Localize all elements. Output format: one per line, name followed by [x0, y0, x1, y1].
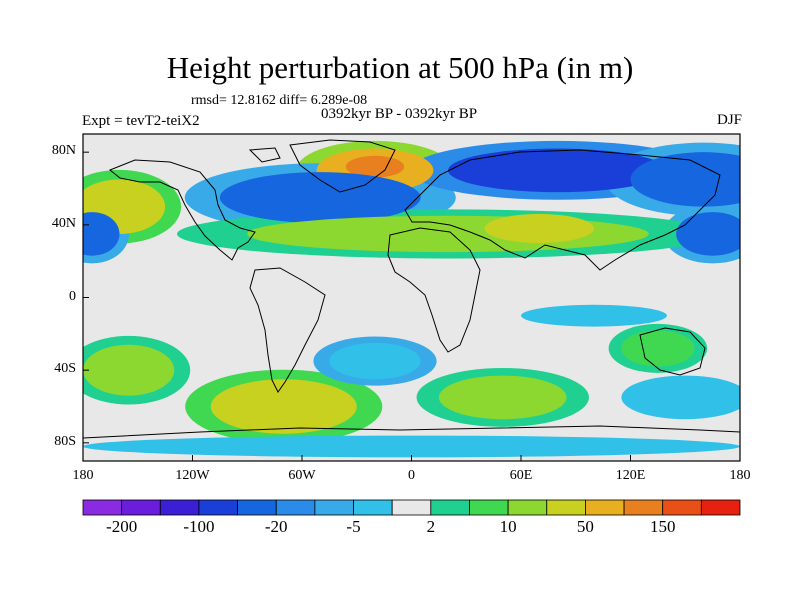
anomaly-fill-layer [83, 140, 740, 458]
colorbar-tick-label: 150 [649, 517, 676, 536]
stats-label: rmsd= 12.8162 diff= 6.289e-08 [191, 93, 368, 108]
coastline-australia [639, 327, 706, 376]
colorbar-tick-label: -5 [346, 517, 361, 536]
colorbar-tick-label: 10 [499, 517, 517, 536]
colorbar-swatch [662, 499, 702, 516]
anomaly-region-north-pacific-low [630, 152, 740, 207]
anomaly-region-south-america-high [210, 379, 357, 434]
season-label: DJF [716, 112, 742, 128]
colorbar-swatch [237, 499, 277, 516]
colorbar-swatch [585, 499, 625, 516]
colorbar-swatch [507, 499, 548, 516]
coastline-africa [387, 227, 481, 353]
colorbar-swatch [275, 499, 316, 516]
anomaly-region-pacific-low-east [676, 212, 740, 256]
lon-tick-label: 120W [175, 468, 210, 483]
colorbar-swatch [198, 499, 238, 516]
axis-ticks [82, 151, 741, 461]
plot-title: Height perturbation at 500 hPa (in m) [166, 50, 634, 85]
colorbar-swatch [159, 499, 200, 516]
colorbar [82, 499, 741, 516]
lon-tick-label: 60E [509, 468, 533, 483]
lon-tick-label: 180 [729, 468, 751, 483]
colorbar-tick-label: 50 [576, 517, 594, 536]
colorbar-swatch [469, 499, 509, 516]
anomaly-region-south-atlantic-low [329, 342, 421, 380]
anomaly-region-southern-pacific-low [621, 375, 740, 420]
colorbar-swatch [700, 499, 741, 516]
anomaly-region-siberia-low [448, 148, 667, 193]
lon-tick-label: 120E [615, 468, 646, 483]
lat-tick-label: 80S [54, 433, 76, 449]
coastlines [83, 139, 740, 439]
lat-tick-label: 0 [69, 288, 76, 304]
lon-tick-label: 60W [288, 468, 316, 483]
colorbar-swatch [121, 499, 161, 516]
coastline-south-america [249, 267, 326, 393]
colorbar-tick-label: 2 [426, 517, 436, 536]
colorbar-swatch [314, 499, 354, 516]
lat-tick-label: 40N [51, 215, 76, 231]
colorbar-swatch [623, 499, 664, 516]
colorbar-swatch [353, 499, 393, 516]
anomaly-region-pacific-low-west [83, 212, 120, 256]
colorbar-swatch [391, 499, 432, 516]
anomaly-region-pacific-sh-high [83, 344, 175, 396]
experiment-label: Expt = tevT2-teiX2 [82, 113, 200, 129]
anomaly-region-australia-high [621, 330, 695, 367]
anomaly-region-eurasia-high [484, 213, 594, 243]
lon-tick-label: 0 [408, 468, 415, 483]
coastline-greenland-islands [248, 147, 281, 163]
colorbar-tick-label: -20 [264, 517, 288, 536]
anomaly-region-tropical-pacific-cyan [521, 304, 667, 327]
anomaly-region-south-indian-high [438, 375, 567, 420]
coastline-greenland [289, 139, 396, 193]
colorbar-swatch [546, 499, 586, 516]
colorbar-swatch [82, 499, 123, 516]
coastline-eurasia [404, 149, 721, 271]
lon-tick-label: 180 [72, 468, 94, 483]
anomaly-region-antarctic-cyan [83, 435, 740, 458]
period-label: 0392kyr BP - 0392kyr BP [321, 106, 478, 122]
lat-tick-label: 40S [54, 361, 76, 377]
colorbar-swatch [430, 499, 470, 516]
colorbar-tick-label: -200 [106, 517, 138, 536]
anomaly-region-north-atlantic-low [219, 172, 421, 224]
coastline-north-america [109, 159, 256, 261]
colorbar-tick-label: -100 [183, 517, 215, 536]
lat-tick-label: 80N [51, 143, 76, 159]
coastline-antarctica [83, 425, 740, 439]
